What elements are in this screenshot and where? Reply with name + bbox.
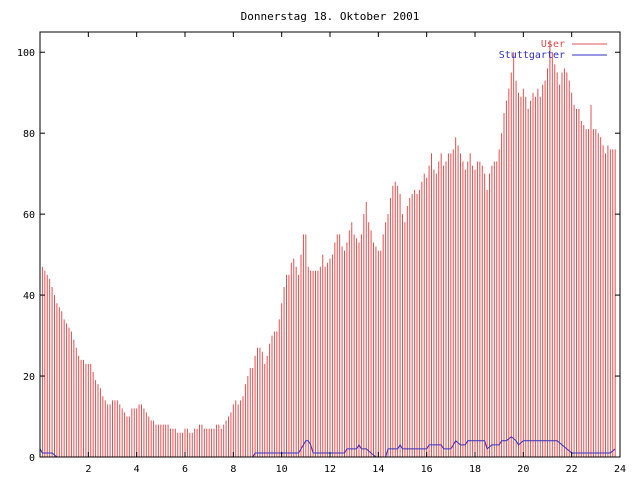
stuttgarter-line xyxy=(39,436,616,458)
chart-title: Donnerstag 18. Oktober 2001 xyxy=(241,10,420,23)
x-tick-label: 16 xyxy=(421,464,433,475)
x-tick-label: 20 xyxy=(517,464,529,475)
x-tick-label: 14 xyxy=(372,464,384,475)
x-tick-label: 12 xyxy=(324,464,336,475)
x-tick-label: 24 xyxy=(614,464,626,475)
y-tick-label: 100 xyxy=(17,48,35,59)
y-tick-label: 40 xyxy=(23,291,35,302)
x-tick-label: 18 xyxy=(469,464,481,475)
plot-area xyxy=(39,40,616,458)
x-tick-label: 10 xyxy=(276,464,288,475)
x-tick-label: 6 xyxy=(182,464,188,475)
legend-label-user: User xyxy=(541,39,565,50)
x-tick-label: 8 xyxy=(230,464,236,475)
x-tick-label: 4 xyxy=(134,464,140,475)
y-tick-label: 0 xyxy=(29,453,35,464)
y-tick-label: 80 xyxy=(23,129,35,140)
y-tick-label: 20 xyxy=(23,372,35,383)
x-tick-label: 22 xyxy=(566,464,578,475)
x-tick-label: 2 xyxy=(85,464,91,475)
y-tick-label: 60 xyxy=(23,210,35,221)
legend-label-stuttgarter: Stuttgarter xyxy=(499,50,565,61)
